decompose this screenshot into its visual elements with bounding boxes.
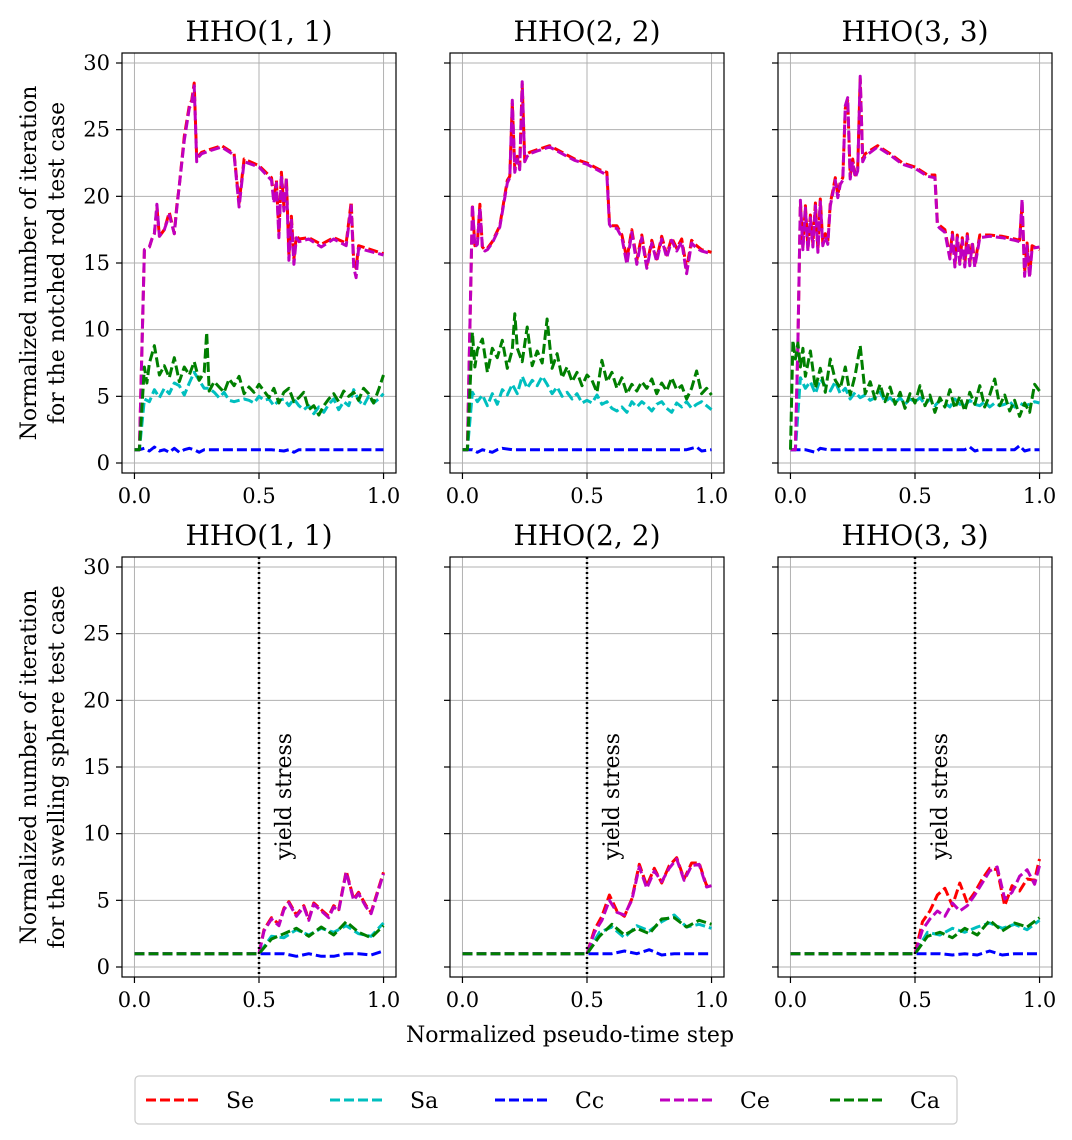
x-tick-label: 0.5: [898, 988, 931, 1012]
x-tick-label: 0.0: [446, 484, 479, 508]
x-tick-label: 0.5: [242, 988, 275, 1012]
series-group: [789, 74, 1041, 454]
series-line-cc: [790, 949, 1040, 957]
legend-entry-se: Se: [146, 1089, 254, 1114]
y-tick-label: 5: [97, 384, 110, 408]
legend-entry-ce: Ce: [660, 1089, 770, 1114]
series-line-ce: [790, 74, 1040, 452]
subplot-r1-c2: yield stress 0.0 0.5 1.0 HHO(3, 3): [772, 519, 1056, 1012]
legend-entry-ca: Ca: [830, 1089, 940, 1114]
series-line-ca: [134, 330, 385, 452]
x-tick-label: 1.0: [695, 484, 728, 508]
y-tick-label: 25: [83, 118, 110, 142]
series-line-ca: [462, 916, 712, 956]
series-line-ce: [462, 80, 712, 452]
legend-label: Sa: [410, 1089, 438, 1114]
y-tick-label: 20: [83, 688, 110, 712]
y-tick-label: 10: [83, 318, 110, 342]
series-line-ca: [790, 916, 1041, 956]
series-group: [134, 869, 385, 958]
subplot-r0-c1: 0.0 0.5 1.0 HHO(2, 2): [444, 15, 728, 508]
series-line-ca: [462, 312, 713, 452]
y-tick-label: 15: [83, 251, 110, 275]
series-group: [790, 858, 1041, 957]
subplot-r0-c2: 0.0 0.5 1.0 HHO(3, 3): [772, 15, 1056, 508]
series-group: [134, 81, 385, 454]
x-tick-label: 0.5: [898, 484, 931, 508]
y-tick-label: 15: [83, 755, 110, 779]
panel-title: HHO(2, 2): [513, 519, 660, 552]
series-line-ca: [134, 920, 385, 956]
subplot-r0-c0: 0.0 0.5 1.0 0 5 10 15 20 25 30 HHO(1, 1) Normalized…: [17, 15, 400, 508]
series-group: [462, 80, 713, 454]
subplot-r1-c1: yield stress 0.0 0.5 1.0 HHO(2, 2): [444, 519, 728, 1012]
legend-label: Cc: [575, 1089, 604, 1114]
series-line-ce: [134, 84, 384, 452]
y-tick-label: 10: [83, 822, 110, 846]
y-tick-label: 5: [97, 888, 110, 912]
yield-stress-label: yield stress: [600, 733, 625, 861]
subplot-r1-c0: yield stress 0.0 0.5 1.0 0 5 10 15 20 25 30 HHO(1, …: [17, 519, 400, 1012]
series-line-sa: [462, 374, 713, 452]
subplot-grid: 0.0 0.5 1.0 0 5 10 15 20 25 30 HHO(1, 1) Normalized…: [17, 15, 1056, 1012]
x-tick-label: 0.0: [774, 988, 807, 1012]
series-line-ce: [790, 865, 1041, 956]
y-axis-label-line: for the notched rod test case: [45, 102, 70, 424]
x-tick-label: 0.0: [118, 484, 151, 508]
x-tick-label: 0.5: [242, 484, 275, 508]
x-tick-label: 0.5: [570, 988, 603, 1012]
series-line-ce: [462, 857, 712, 956]
series-line-se: [790, 77, 1041, 452]
x-tick-label: 1.0: [1023, 484, 1056, 508]
series-group: [462, 856, 712, 957]
panel-title: HHO(1, 1): [185, 519, 332, 552]
y-axis-label-line: Normalized number of iteration: [17, 590, 42, 945]
y-axis-label-line: Normalized number of iteration: [17, 86, 42, 441]
legend-label: Ce: [740, 1089, 770, 1114]
y-tick-label: 25: [83, 622, 110, 646]
legend: Se Sa Cc Ce Ca: [134, 1075, 958, 1125]
legend-label: Ca: [910, 1089, 940, 1114]
y-tick-label: 30: [83, 51, 110, 75]
series-line-ca: [789, 338, 1041, 450]
yield-stress-label: yield stress: [272, 733, 297, 861]
panel-title: HHO(1, 1): [185, 15, 332, 48]
y-tick-label: 30: [83, 555, 110, 579]
x-tick-label: 0.0: [118, 988, 151, 1012]
x-tick-label: 0.5: [570, 484, 603, 508]
y-tick-label: 0: [97, 451, 110, 475]
panel-title: HHO(3, 3): [841, 15, 988, 48]
panel-title: HHO(2, 2): [513, 15, 660, 48]
y-axis-label-line: for the swelling sphere test case: [45, 585, 70, 948]
legend-entry-cc: Cc: [495, 1089, 604, 1114]
legend-label: Se: [226, 1089, 254, 1114]
yield-stress-label: yield stress: [928, 733, 953, 861]
series-line-cc: [134, 445, 384, 454]
y-tick-label: 20: [83, 184, 110, 208]
legend-entry-sa: Sa: [330, 1089, 438, 1114]
x-tick-label: 0.0: [446, 988, 479, 1012]
series-line-ce: [134, 870, 385, 956]
y-tick-label: 0: [97, 955, 110, 979]
x-tick-label: 0.0: [774, 484, 807, 508]
x-tick-label: 1.0: [695, 988, 728, 1012]
panel-title: HHO(3, 3): [841, 519, 988, 552]
series-line-cc: [790, 444, 1040, 454]
shared-x-axis-label: Normalized pseudo-time step: [406, 1023, 734, 1048]
series-line-cc: [134, 949, 384, 958]
x-tick-label: 1.0: [367, 988, 400, 1012]
series-line-cc: [462, 948, 712, 957]
x-tick-label: 1.0: [1023, 988, 1056, 1012]
series-line-cc: [462, 445, 712, 454]
series-line-se: [462, 856, 712, 956]
series-line-sa: [134, 370, 385, 452]
x-tick-label: 1.0: [367, 484, 400, 508]
